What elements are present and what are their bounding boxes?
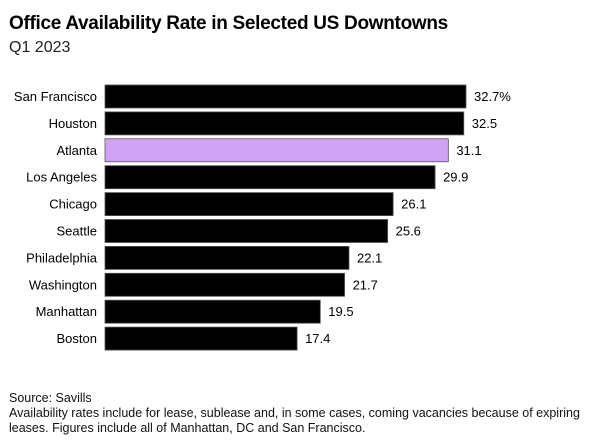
bar-atlanta (104, 138, 449, 163)
value-label: 17.4 (305, 331, 330, 346)
footnote-line-1: Availability rates include for lease, su… (9, 406, 580, 420)
bar-manhattan (104, 299, 321, 324)
value-label: 22.1 (357, 250, 382, 265)
category-label: Philadelphia (26, 250, 98, 265)
bar-philadelphia (104, 245, 350, 270)
bar-los-angeles (104, 165, 436, 190)
bar-san-francisco (104, 84, 467, 109)
category-label: Manhattan (36, 304, 97, 319)
category-label: San Francisco (14, 89, 97, 104)
category-label: Houston (49, 116, 97, 131)
value-label: 21.7 (353, 277, 378, 292)
value-label: 32.7% (474, 89, 511, 104)
chart-title: Office Availability Rate in Selected US … (9, 13, 448, 34)
value-label: 19.5 (328, 304, 353, 319)
footnote-line-2: leases. Figures include all of Manhattan… (9, 421, 366, 435)
value-label: 32.5 (472, 116, 497, 131)
bar-washington (104, 272, 345, 297)
value-label: 29.9 (443, 170, 468, 185)
chart-subtitle: Q1 2023 (9, 39, 71, 56)
bar-chicago (104, 192, 394, 217)
value-label: 25.6 (396, 224, 421, 239)
category-label: Atlanta (57, 143, 98, 158)
category-label: Washington (29, 277, 97, 292)
source-note: Source: Savills (9, 391, 92, 405)
category-label: Boston (57, 331, 97, 346)
category-label: Chicago (49, 197, 97, 212)
value-label: 31.1 (456, 143, 481, 158)
value-label: 26.1 (401, 197, 426, 212)
bar-houston (104, 111, 465, 136)
category-label: Seattle (57, 224, 97, 239)
bar-boston (104, 326, 298, 351)
bar-seattle (104, 219, 389, 243)
category-label: Los Angeles (26, 170, 97, 185)
